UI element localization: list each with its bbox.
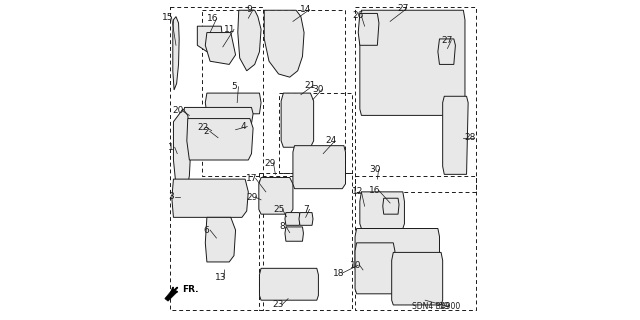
Text: 20: 20: [173, 106, 184, 115]
Polygon shape: [392, 252, 443, 305]
Text: 19: 19: [438, 302, 450, 311]
Polygon shape: [443, 96, 468, 174]
Text: 28: 28: [464, 133, 476, 142]
Polygon shape: [187, 119, 253, 160]
Text: 10: 10: [350, 261, 362, 270]
Text: 2: 2: [203, 127, 209, 136]
Polygon shape: [206, 123, 225, 138]
Polygon shape: [172, 179, 248, 217]
Polygon shape: [183, 108, 253, 123]
Text: 23: 23: [272, 300, 284, 309]
Polygon shape: [173, 109, 191, 198]
Text: 13: 13: [214, 273, 226, 282]
Text: 18: 18: [333, 268, 344, 278]
Polygon shape: [360, 10, 465, 116]
Text: 29: 29: [264, 159, 275, 168]
Text: 16: 16: [369, 186, 381, 195]
Polygon shape: [259, 268, 319, 300]
Polygon shape: [205, 33, 236, 64]
Text: 17: 17: [246, 174, 257, 183]
Polygon shape: [355, 243, 395, 294]
Text: 8: 8: [280, 222, 285, 231]
Polygon shape: [197, 26, 223, 52]
Text: 5: 5: [232, 82, 237, 91]
Text: 25: 25: [273, 205, 284, 214]
Polygon shape: [285, 227, 303, 241]
Polygon shape: [264, 10, 304, 77]
Polygon shape: [281, 93, 314, 147]
Polygon shape: [238, 10, 261, 71]
Text: 6: 6: [204, 226, 209, 235]
Text: 12: 12: [352, 188, 364, 196]
Text: 16: 16: [207, 14, 219, 23]
Polygon shape: [205, 217, 236, 262]
Text: 29: 29: [246, 193, 257, 202]
Text: 1: 1: [168, 143, 174, 152]
Polygon shape: [259, 178, 293, 214]
Text: 7: 7: [303, 205, 308, 214]
Polygon shape: [165, 289, 177, 301]
Polygon shape: [360, 192, 404, 228]
Text: 11: 11: [225, 25, 236, 34]
Polygon shape: [358, 13, 379, 45]
Polygon shape: [225, 123, 242, 136]
Text: 14: 14: [300, 5, 311, 14]
Text: 4: 4: [241, 122, 246, 131]
Text: 30: 30: [313, 85, 324, 94]
Text: 21: 21: [304, 81, 316, 90]
Text: FR.: FR.: [182, 285, 198, 294]
Text: 26: 26: [352, 12, 364, 20]
Text: SDN4 B4900: SDN4 B4900: [412, 302, 460, 311]
Polygon shape: [285, 212, 300, 225]
Text: 22: 22: [197, 123, 209, 132]
Text: 27: 27: [442, 36, 453, 45]
Text: 30: 30: [369, 165, 381, 174]
Polygon shape: [355, 228, 440, 273]
Text: 24: 24: [326, 136, 337, 145]
Polygon shape: [383, 198, 399, 214]
Text: 9: 9: [246, 5, 252, 14]
Polygon shape: [293, 146, 346, 189]
Polygon shape: [173, 17, 179, 90]
Text: 3: 3: [168, 192, 174, 201]
Text: 27: 27: [397, 4, 408, 13]
Polygon shape: [205, 93, 261, 114]
Polygon shape: [438, 39, 456, 64]
Polygon shape: [299, 212, 313, 225]
Text: 15: 15: [162, 13, 173, 22]
